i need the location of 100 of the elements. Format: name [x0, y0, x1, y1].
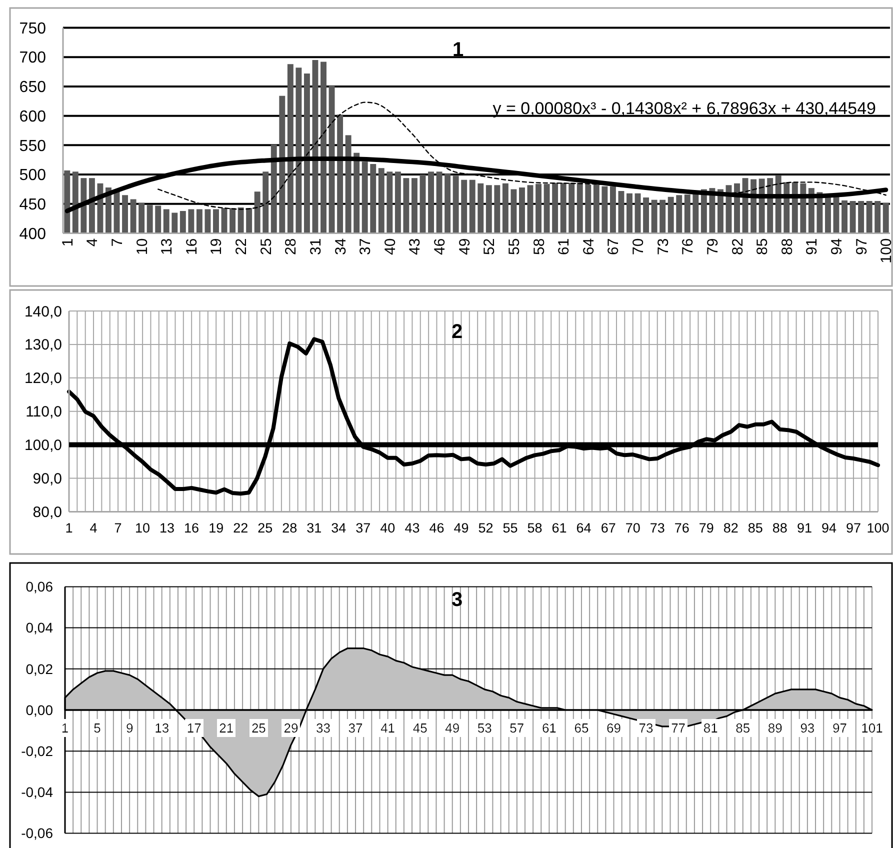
x-tick-label: 85: [748, 520, 763, 536]
y-tick-label: 0,00: [26, 702, 54, 718]
x-tick-label: 22: [233, 520, 248, 536]
x-tick-label: 61: [542, 720, 556, 736]
x-tick-label: 1: [59, 238, 76, 247]
x-tick-label: 17: [186, 720, 202, 736]
x-tick-label: 91: [804, 238, 821, 255]
x-tick-label: 4: [90, 520, 98, 536]
x-tick-label: 101: [861, 720, 883, 736]
y-tick-label: -0,02: [21, 743, 54, 759]
x-tick-label: 77: [671, 720, 686, 736]
x-tick-label: 25: [258, 238, 275, 255]
x-tick-label: 16: [183, 238, 200, 255]
x-tick-label: 82: [729, 238, 746, 255]
x-tick-label: 65: [574, 720, 589, 736]
x-tick-label: 58: [527, 520, 542, 536]
x-tick-label: 52: [478, 520, 494, 536]
x-tick-label: 82: [723, 520, 738, 536]
x-tick-label: 61: [552, 520, 567, 536]
x-tick-label: 85: [736, 720, 750, 736]
x-tick-label: 93: [800, 720, 815, 736]
x-tick-label: 73: [638, 720, 654, 736]
x-tick-label: 13: [160, 520, 175, 536]
x-tick-label: 40: [380, 520, 396, 536]
y-tick-label: 450: [19, 196, 46, 214]
y-tick-label: 0,02: [26, 660, 54, 677]
chart-title: 3: [451, 589, 463, 611]
x-tick-label: 55: [506, 238, 523, 255]
x-tick-label: 16: [184, 520, 200, 536]
x-tick-label: 28: [282, 520, 298, 536]
x-tick-label: 5: [94, 720, 101, 736]
y-tick-label: 400: [19, 226, 46, 243]
y-tick-label: 130,0: [24, 336, 62, 354]
x-tick-label: 67: [600, 520, 616, 536]
x-tick-label: 70: [630, 238, 648, 255]
y-tick-label: 110,0: [26, 404, 62, 421]
x-tick-label: 88: [778, 238, 796, 255]
y-tick-label: -0,06: [21, 825, 54, 842]
x-tick-label: 10: [135, 520, 150, 536]
x-tick-label: 21: [219, 720, 234, 736]
y-tick-label: 120,0: [24, 370, 62, 388]
x-tick-label: 31: [307, 238, 324, 255]
x-tick-label: 7: [109, 238, 126, 247]
x-tick-label: 13: [154, 720, 170, 736]
y-tick-label: 0,06: [26, 578, 54, 595]
x-tick-label: 52: [481, 238, 498, 255]
x-tick-label: 79: [704, 238, 722, 255]
x-tick-label: 7: [114, 520, 122, 536]
x-tick-label: 94: [821, 520, 837, 536]
y-tick-label: 600: [19, 108, 46, 126]
text: 2: [451, 321, 463, 343]
x-tick-label: 9: [126, 720, 134, 736]
y-tick-label: 500: [19, 167, 46, 184]
y-tick-label: 650: [19, 79, 46, 96]
x-tick-label: 1: [65, 520, 73, 536]
x-tick-label: 10: [134, 238, 151, 255]
x-tick-label: 46: [429, 520, 444, 536]
x-tick-label: 4: [84, 238, 102, 247]
x-tick-label: 85: [754, 238, 772, 255]
x-tick-label: 79: [698, 520, 714, 536]
x-tick-label: 45: [412, 720, 428, 736]
x-tick-label: 76: [674, 520, 690, 536]
x-tick-label: 76: [680, 238, 697, 255]
x-tick-label: 89: [768, 720, 782, 736]
x-tick-label: 70: [625, 520, 640, 536]
x-tick-label: 41: [380, 720, 396, 736]
y-tick-label: 100,0: [24, 437, 62, 454]
x-tick-label: 61: [556, 238, 573, 255]
x-tick-label: 29: [284, 720, 298, 736]
x-tick-label: 55: [502, 520, 518, 536]
x-tick-label: 34: [331, 520, 347, 536]
y-tick-label: 750: [19, 20, 46, 38]
x-tick-label: 37: [356, 520, 371, 536]
x-tick-label: 64: [576, 520, 592, 536]
x-tick-label: 58: [530, 238, 548, 255]
y-tick-label: 700: [19, 50, 46, 67]
x-tick-label: 57: [510, 720, 524, 736]
x-tick-label: 43: [406, 238, 424, 255]
x-tick-label: 53: [477, 720, 492, 736]
x-tick-label: 67: [605, 238, 622, 255]
x-tick-label: 69: [606, 720, 621, 736]
y-tick-label: 550: [19, 138, 46, 155]
x-tick-label: 100: [866, 520, 890, 536]
x-tick-label: 88: [772, 520, 788, 536]
x-tick-label: 97: [853, 238, 870, 255]
y-tick-label: 80,0: [32, 504, 62, 521]
y-tick-label: 140,0: [24, 303, 62, 320]
y-tick-label: 0,04: [26, 620, 54, 636]
x-tick-label: 100: [878, 238, 893, 264]
x-tick-label: 64: [580, 238, 598, 255]
line-series: [67, 337, 880, 496]
x-tick-label: 37: [357, 238, 374, 255]
x-tick-label: 13: [158, 238, 176, 255]
x-tick-label: 43: [404, 520, 420, 536]
x-tick-label: 97: [846, 520, 861, 536]
x-tick-label: 25: [251, 720, 266, 736]
x-tick-label: 81: [703, 720, 718, 736]
x-tick-label: 34: [332, 238, 350, 255]
x-tick-label: 22: [233, 238, 250, 255]
x-tick-label: 73: [654, 238, 672, 255]
